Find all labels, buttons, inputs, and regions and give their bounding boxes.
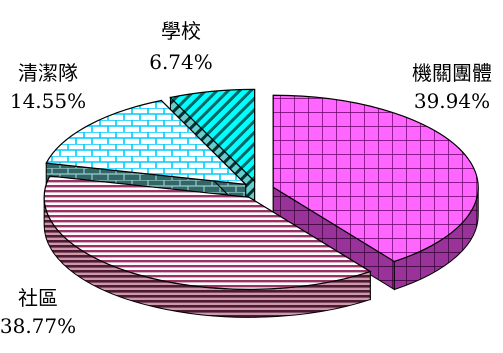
slice-value-xuexiao: 6.74% <box>149 50 213 74</box>
slice-value-qingjiedui: 14.55% <box>10 89 86 113</box>
slice-label-shequ: 社區 <box>18 286 58 310</box>
slice-label-qingjiedui: 清潔隊 <box>18 61 78 85</box>
slice-value-jiguan-tuanti: 39.94% <box>414 89 490 113</box>
slice-label-xuexiao: 學校 <box>161 19 201 43</box>
pie-slice-shequ <box>43 175 372 318</box>
slice-label-jiguan-tuanti: 機關團體 <box>412 61 492 85</box>
pie-slice-jiguan-tuanti <box>272 94 479 291</box>
slice-value-shequ: 38.77% <box>0 314 76 338</box>
